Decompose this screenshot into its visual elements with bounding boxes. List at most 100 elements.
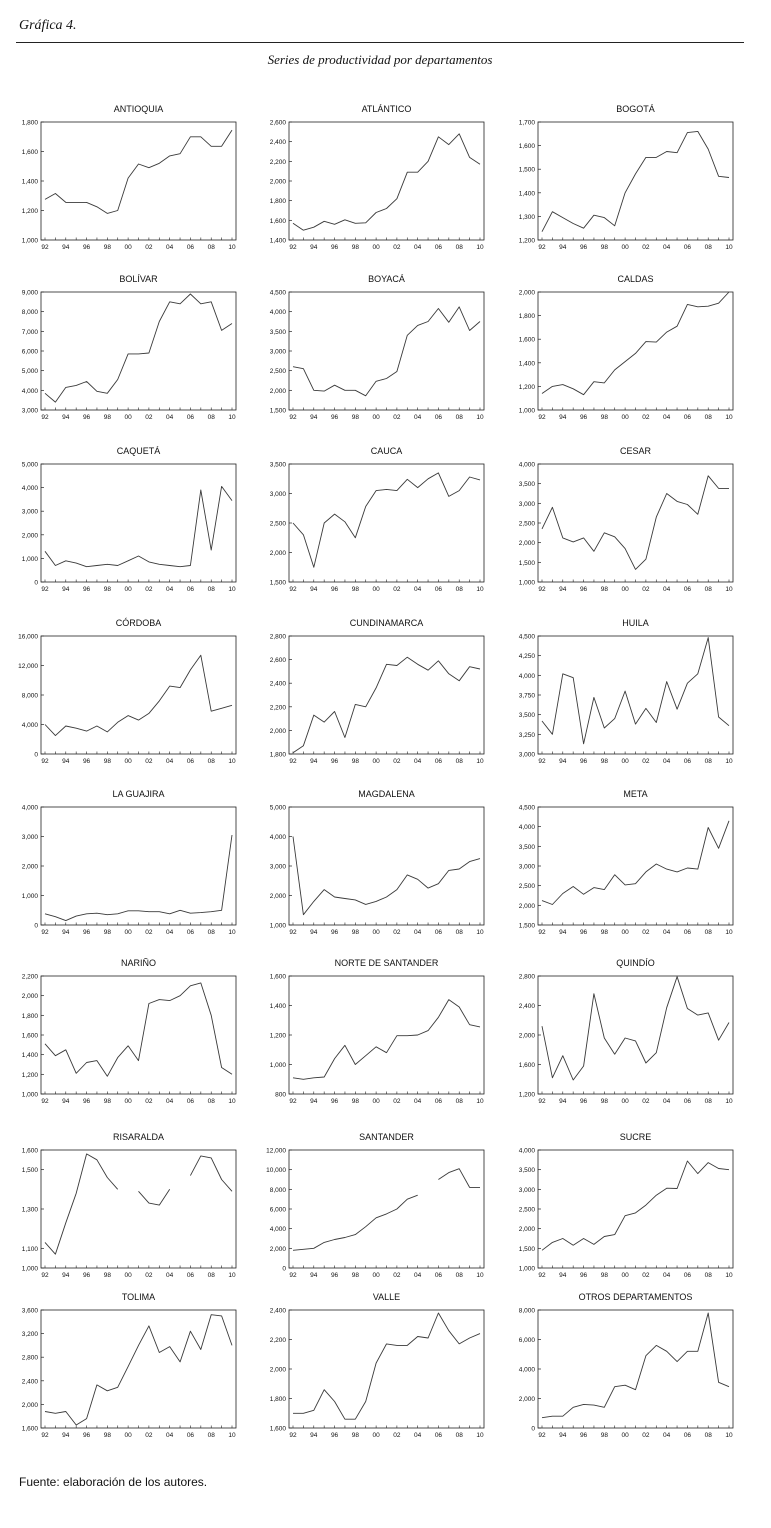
y-tick-label: 1,500 <box>519 167 536 174</box>
x-tick-label: 98 <box>352 1098 360 1105</box>
x-tick-label: 04 <box>414 586 422 593</box>
x-tick-label: 92 <box>538 929 546 936</box>
y-tick-label: 1,000 <box>22 1266 39 1273</box>
chart-meta: META 1,500 2,000 2,500 3,000 3,500 4,000 4,500 9… <box>519 789 734 936</box>
y-tick-label: 2,400 <box>270 681 287 688</box>
x-tick-label: 02 <box>642 929 650 936</box>
x-tick-label: 92 <box>538 758 546 765</box>
x-tick-label: 02 <box>145 244 153 251</box>
x-tick-label: 04 <box>663 586 671 593</box>
x-tick-label: 02 <box>393 414 401 421</box>
y-tick-label: 3,000 <box>270 491 287 498</box>
y-tick-label: 1,800 <box>270 1396 287 1403</box>
y-tick-label: 2,000 <box>22 864 39 871</box>
x-tick-label: 06 <box>684 586 692 593</box>
chart-otros-departamentos: OTROS DEPARTAMENTOS 0 2,000 4,000 6,000 8,000… <box>519 1292 734 1439</box>
chart-title: CUNDINAMARCA <box>350 618 424 628</box>
x-tick-label: 98 <box>104 929 112 936</box>
y-tick-label: 2,000 <box>270 179 287 186</box>
y-tick-label: 1,500 <box>519 923 536 930</box>
x-tick-label: 08 <box>705 929 713 936</box>
x-tick-label: 08 <box>208 758 216 765</box>
y-tick-label: 2,000 <box>270 893 287 900</box>
y-tick-label: 3,500 <box>270 329 287 336</box>
x-tick-label: 00 <box>124 758 132 765</box>
x-tick-label: 10 <box>476 244 484 251</box>
x-tick-label: 08 <box>456 1098 464 1105</box>
series-line <box>292 133 481 231</box>
x-tick-label: 02 <box>393 1098 401 1105</box>
y-tick-label: 1,600 <box>22 1148 39 1155</box>
series-line <box>44 982 233 1077</box>
y-tick-label: 1,000 <box>22 556 39 563</box>
y-tick-label: 2,000 <box>270 550 287 557</box>
x-tick-label: 94 <box>62 586 70 593</box>
x-tick-label: 00 <box>124 1272 132 1279</box>
y-tick-label: 1,200 <box>22 208 39 215</box>
y-tick-label: 2,000 <box>270 728 287 735</box>
y-tick-label: 3,500 <box>519 712 536 719</box>
y-tick-label: 6,000 <box>519 1337 536 1344</box>
y-tick-label: 1,300 <box>22 1207 39 1214</box>
chart-title: CAUCA <box>371 446 403 456</box>
series-line <box>44 1153 119 1255</box>
plot-frame <box>40 121 237 241</box>
x-tick-label: 92 <box>289 758 297 765</box>
x-tick-label: 08 <box>456 1432 464 1439</box>
x-tick-label: 92 <box>289 414 297 421</box>
figure-label: Gráfica 4. <box>19 18 77 33</box>
plot-frame <box>40 975 237 1095</box>
y-tick-label: 2,200 <box>270 704 287 711</box>
x-tick-label: 96 <box>83 1098 91 1105</box>
y-tick-label: 4,000 <box>22 722 39 729</box>
x-tick-label: 10 <box>725 414 733 421</box>
x-tick-label: 02 <box>642 1272 650 1279</box>
x-tick-label: 06 <box>187 586 195 593</box>
series-line <box>541 820 730 905</box>
x-tick-label: 94 <box>559 244 567 251</box>
y-tick-label: 5,000 <box>270 805 287 812</box>
x-tick-label: 04 <box>166 1432 174 1439</box>
x-tick-label: 02 <box>145 1098 153 1105</box>
x-tick-label: 96 <box>580 414 588 421</box>
x-tick-label: 98 <box>104 414 112 421</box>
x-tick-label: 00 <box>124 929 132 936</box>
x-tick-label: 06 <box>684 1098 692 1105</box>
x-tick-label: 00 <box>372 1272 380 1279</box>
x-tick-label: 00 <box>621 586 629 593</box>
series-line <box>44 129 233 214</box>
x-tick-label: 04 <box>414 1272 422 1279</box>
x-tick-label: 98 <box>601 1432 609 1439</box>
x-tick-label: 94 <box>559 758 567 765</box>
x-tick-label: 06 <box>684 758 692 765</box>
chart-huila: HUILA 3,000 3,250 3,500 3,750 4,000 4,250 4,500… <box>519 618 734 765</box>
y-tick-label: 1,000 <box>519 1266 536 1273</box>
chart-bogota: BOGOTÁ 1,200 1,300 1,400 1,500 1,600 1,700 92 94… <box>519 104 734 251</box>
x-tick-label: 08 <box>705 758 713 765</box>
x-tick-label: 00 <box>372 586 380 593</box>
chart-santander: SANTANDER 0 2,000 4,000 6,000 8,000 10,000 12,0… <box>266 1132 485 1279</box>
figure-title: Series de productividad por departamento… <box>267 52 493 67</box>
x-tick-label: 04 <box>166 1098 174 1105</box>
y-tick-label: 1,800 <box>22 120 39 127</box>
x-tick-label: 04 <box>663 1272 671 1279</box>
x-tick-label: 04 <box>414 1098 422 1105</box>
y-tick-label: 2,400 <box>519 1003 536 1010</box>
y-tick-label: 2,500 <box>519 521 536 528</box>
x-tick-label: 92 <box>41 1432 49 1439</box>
plot-frame <box>288 291 485 411</box>
x-tick-label: 06 <box>187 244 195 251</box>
chart-title: SANTANDER <box>359 1132 414 1142</box>
y-tick-label: 1,400 <box>270 238 287 245</box>
x-tick-label: 06 <box>684 929 692 936</box>
x-tick-label: 08 <box>705 1098 713 1105</box>
y-tick-label: 3,600 <box>22 1308 39 1315</box>
x-tick-label: 04 <box>166 1272 174 1279</box>
top-rule <box>16 42 744 43</box>
x-tick-label: 10 <box>228 586 236 593</box>
y-tick-label: 12,000 <box>18 663 38 670</box>
x-tick-label: 92 <box>289 244 297 251</box>
y-tick-label: 1,500 <box>22 1167 39 1174</box>
x-tick-label: 94 <box>62 1432 70 1439</box>
